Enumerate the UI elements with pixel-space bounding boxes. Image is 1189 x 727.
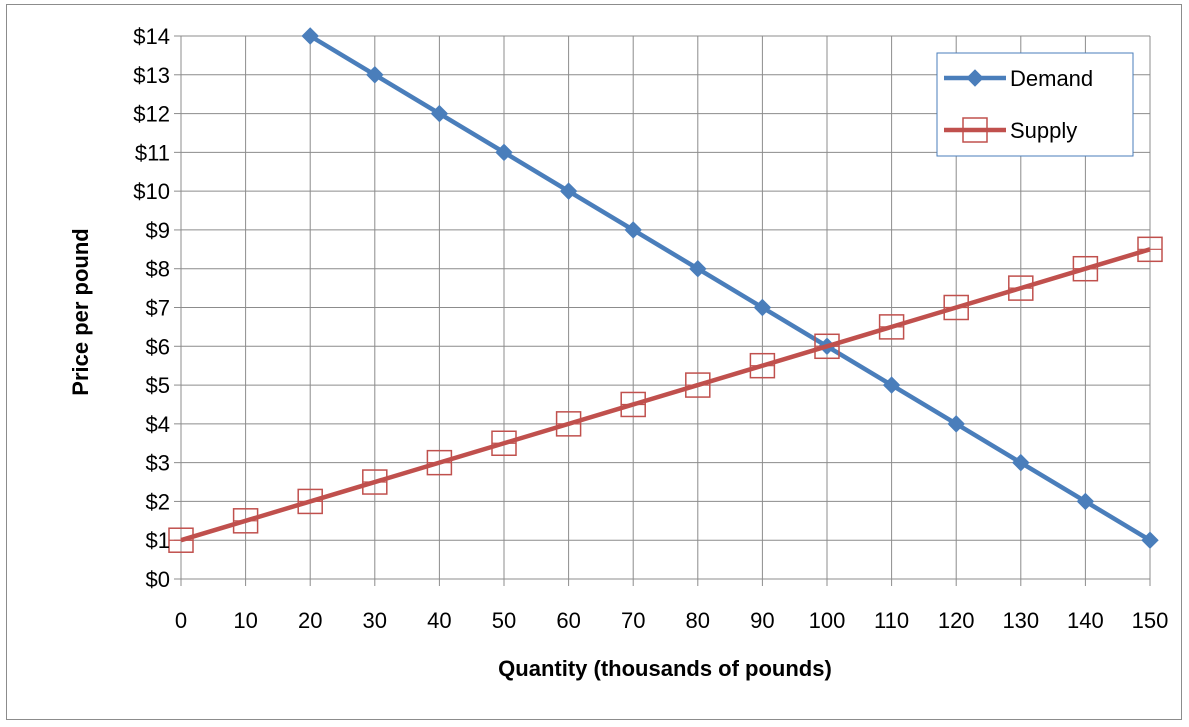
x-tick-label: 0 bbox=[175, 608, 187, 633]
y-tick-label: $5 bbox=[146, 373, 170, 398]
x-tick-label: 70 bbox=[621, 608, 645, 633]
legend-entry-demand: Demand bbox=[944, 66, 1093, 91]
legend-label-supply: Supply bbox=[1010, 118, 1077, 143]
demand-point bbox=[559, 182, 578, 200]
demand-point bbox=[689, 260, 707, 278]
y-tick-label: $0 bbox=[146, 567, 170, 592]
demand-point bbox=[753, 298, 772, 317]
x-tick-label: 110 bbox=[874, 608, 909, 633]
x-tick-label: 130 bbox=[1002, 608, 1039, 633]
x-tick-label: 140 bbox=[1067, 608, 1104, 633]
y-tick-label: $1 bbox=[146, 528, 170, 553]
demand-point bbox=[430, 104, 449, 123]
axes bbox=[174, 35, 1151, 586]
demand-line bbox=[309, 34, 1152, 543]
x-tick-label: 60 bbox=[556, 608, 580, 633]
legend-label-demand: Demand bbox=[1010, 66, 1093, 91]
y-tick-label: $13 bbox=[133, 63, 170, 88]
y-tick-label: $3 bbox=[146, 451, 170, 476]
series bbox=[168, 27, 1163, 553]
y-tick-label: $8 bbox=[146, 257, 170, 282]
demand-point bbox=[624, 221, 642, 239]
x-tick-label: 90 bbox=[750, 608, 774, 633]
y-tick-label: $11 bbox=[135, 140, 170, 165]
x-tick-label: 80 bbox=[686, 608, 710, 633]
legend-entry-supply: Supply bbox=[944, 117, 1077, 143]
demand-point bbox=[947, 415, 965, 433]
y-tick-label: $14 bbox=[133, 24, 170, 49]
x-axis-title: Quantity (thousands of pounds) bbox=[498, 656, 832, 681]
supply-line bbox=[180, 247, 1151, 543]
y-tick-label: $12 bbox=[133, 102, 170, 127]
demand-point bbox=[1012, 453, 1030, 472]
x-tick-label: 50 bbox=[492, 608, 516, 633]
legend-marker-demand bbox=[966, 69, 984, 87]
demand-point bbox=[301, 27, 319, 45]
x-tick-label: 100 bbox=[809, 608, 846, 633]
x-tick-label: 10 bbox=[233, 608, 257, 633]
demand-point bbox=[495, 143, 513, 162]
x-tick-label: 30 bbox=[363, 608, 387, 633]
x-tick-label: 40 bbox=[427, 608, 451, 633]
y-tick-label: $9 bbox=[146, 218, 170, 243]
demand-point bbox=[1076, 492, 1095, 511]
y-tick-label: $7 bbox=[146, 296, 170, 321]
demand-point bbox=[1141, 531, 1159, 549]
y-tick-label: $2 bbox=[146, 489, 170, 514]
y-tick-label: $4 bbox=[146, 412, 170, 437]
supply-series bbox=[168, 236, 1163, 553]
x-tick-label: 150 bbox=[1132, 608, 1169, 633]
x-tick-label: 20 bbox=[298, 608, 322, 633]
demand-point bbox=[366, 66, 384, 84]
demand-series bbox=[301, 27, 1159, 549]
demand-point bbox=[882, 376, 901, 394]
y-axis-title: Price per pound bbox=[68, 228, 93, 395]
x-tick-label: 120 bbox=[938, 608, 975, 633]
gridlines bbox=[181, 35, 1151, 579]
tick-labels: $0 $1 $2 $3 $4 $5 $6 $7 $8 $9 $10 $11 $12 $13 $14 0 10 20… bbox=[133, 24, 1168, 633]
y-tick-label: $10 bbox=[133, 179, 170, 204]
y-tick-label: $6 bbox=[146, 334, 170, 359]
legend-box bbox=[936, 52, 1134, 157]
legend: Demand Supply bbox=[936, 52, 1134, 157]
